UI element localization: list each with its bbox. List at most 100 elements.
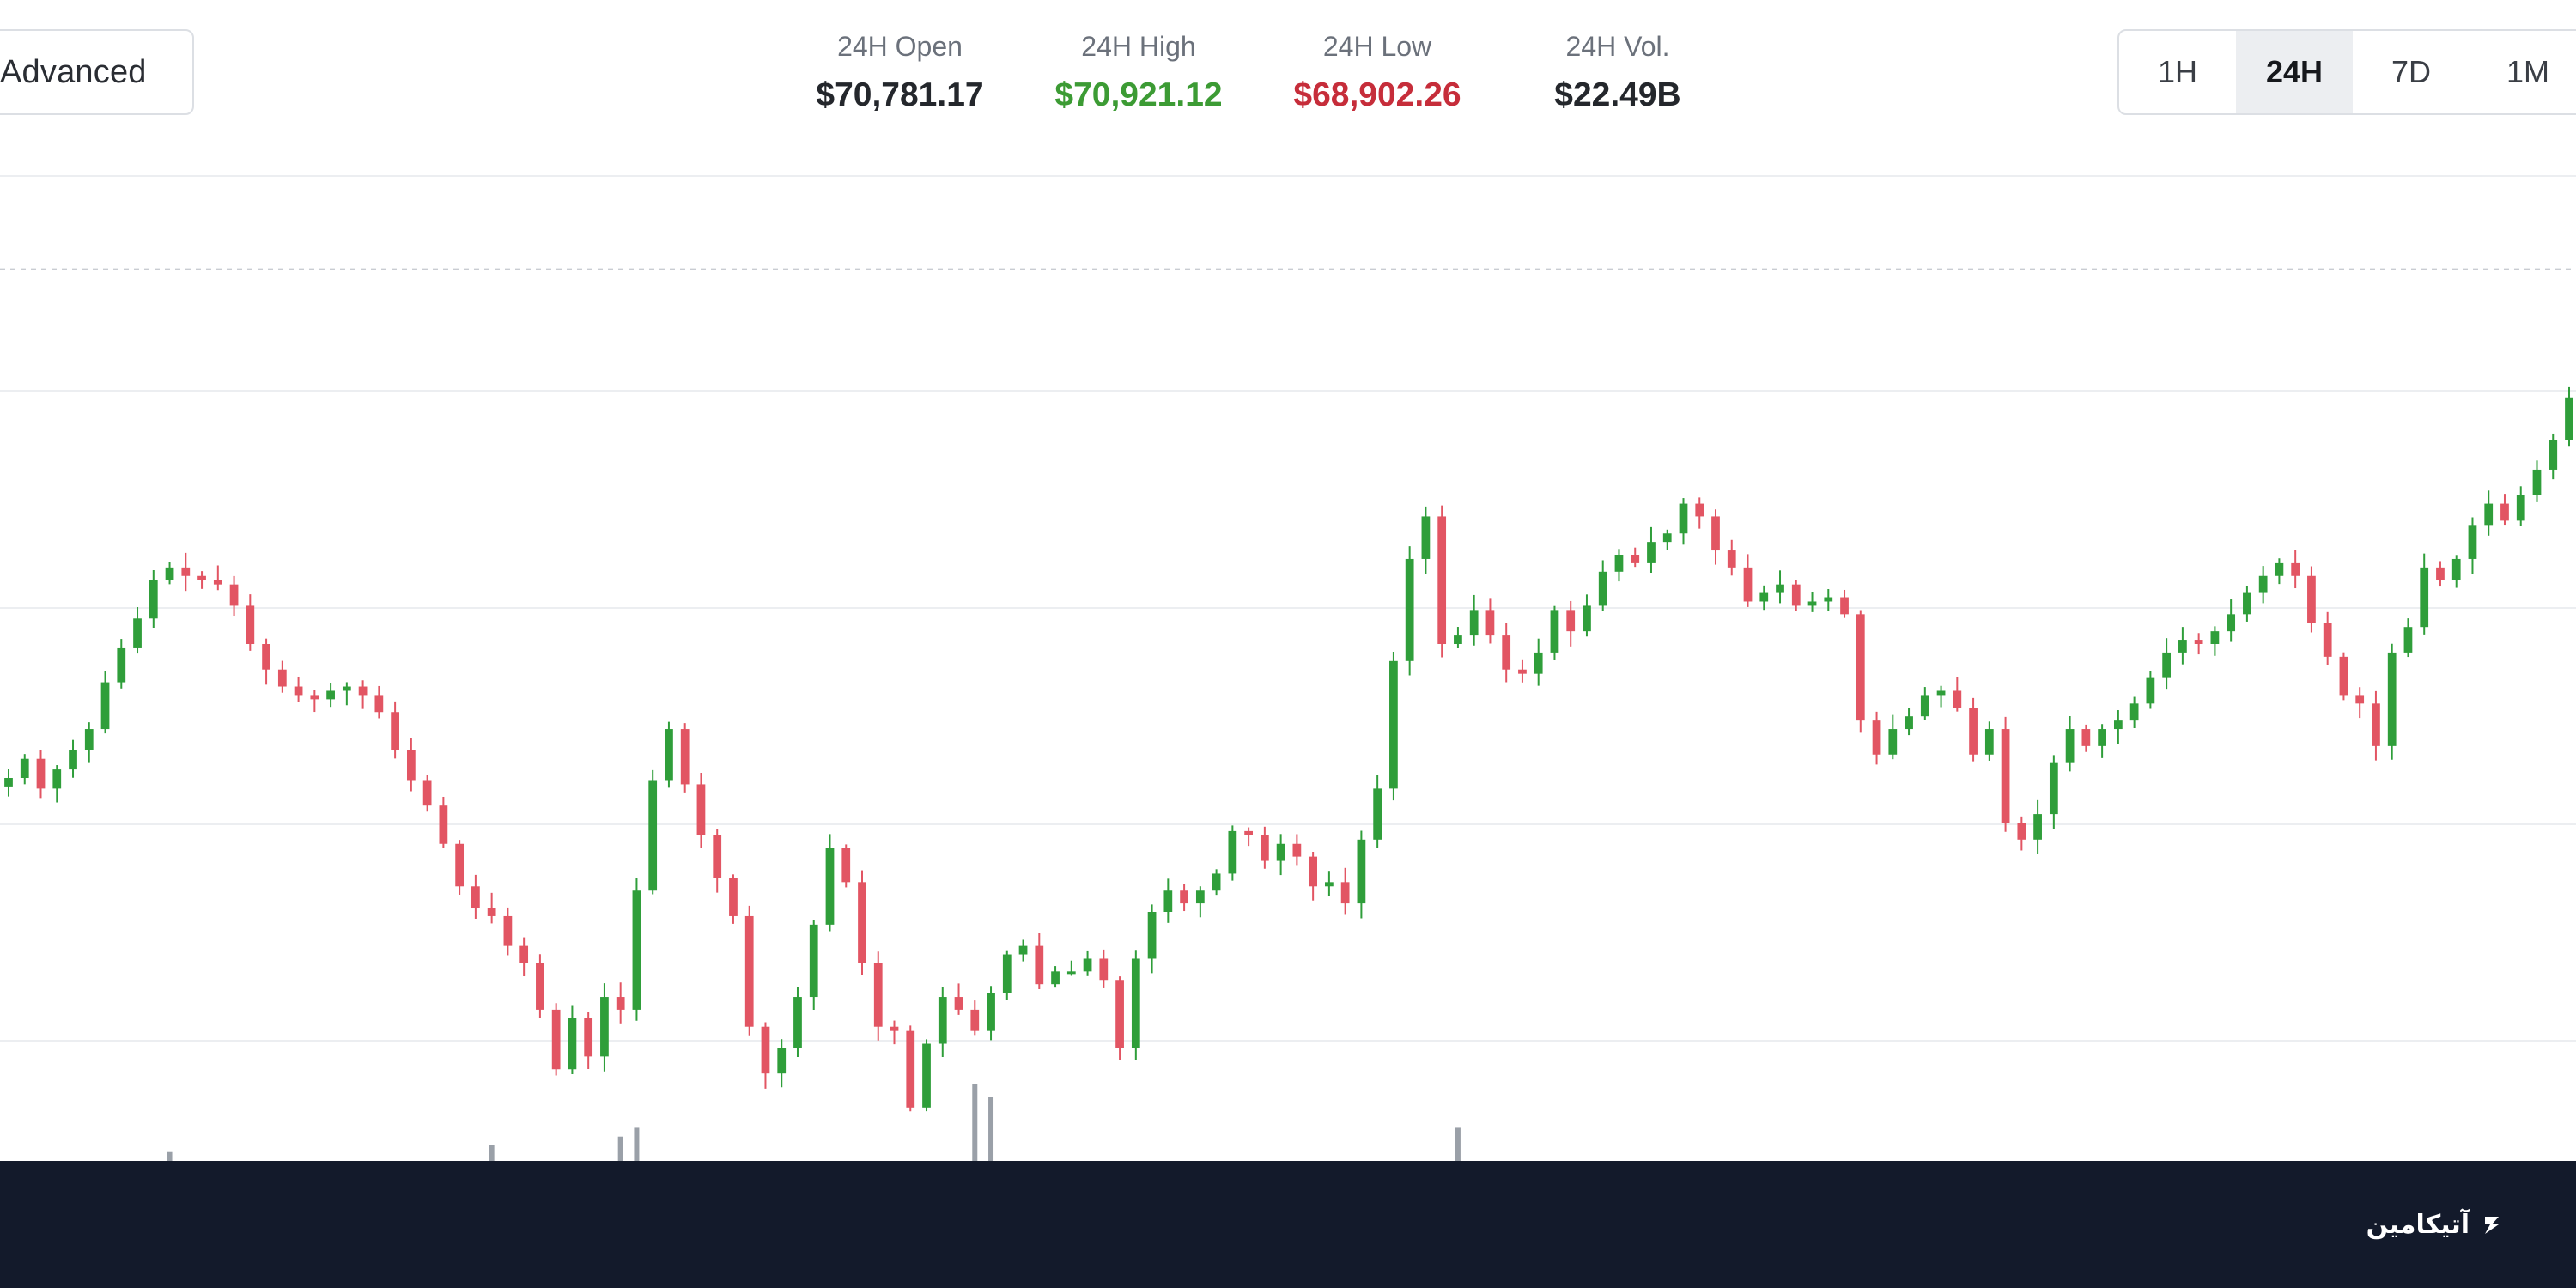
volume-bar bbox=[988, 1097, 994, 1161]
candle bbox=[600, 983, 609, 1072]
candle bbox=[165, 562, 174, 585]
candle bbox=[2451, 555, 2461, 588]
candle bbox=[1325, 871, 1334, 896]
volume-bar bbox=[617, 1136, 623, 1161]
candle-body bbox=[777, 1048, 787, 1074]
candle-body bbox=[906, 1030, 915, 1108]
candle-body bbox=[487, 908, 496, 916]
candle-body bbox=[2113, 720, 2123, 730]
candle-body bbox=[246, 605, 255, 644]
candle-body bbox=[2129, 703, 2139, 721]
candle bbox=[2210, 626, 2220, 656]
candle bbox=[1518, 659, 1527, 683]
candle-body bbox=[648, 780, 658, 891]
candle-body bbox=[2243, 592, 2251, 615]
candle-body bbox=[841, 848, 851, 883]
candle bbox=[2436, 561, 2445, 587]
candle-body bbox=[1953, 690, 1962, 708]
candle-body bbox=[358, 686, 368, 696]
candle-body bbox=[713, 835, 722, 878]
candle bbox=[2420, 553, 2429, 635]
candle-body bbox=[2500, 503, 2509, 521]
candle bbox=[1791, 580, 1801, 611]
candle-body bbox=[342, 686, 351, 691]
tab-1m[interactable]: 1M bbox=[2470, 31, 2576, 113]
tab-24h[interactable]: 24H bbox=[2236, 31, 2353, 113]
candle-body bbox=[1598, 571, 1607, 606]
candle-body bbox=[2468, 525, 2477, 559]
candle bbox=[2033, 799, 2042, 854]
candle bbox=[471, 874, 480, 919]
candle-body bbox=[503, 915, 513, 946]
candle-body bbox=[84, 729, 94, 750]
candle bbox=[2258, 566, 2268, 604]
candle bbox=[1212, 869, 1221, 896]
candle-body bbox=[2146, 677, 2155, 704]
candle-body bbox=[165, 567, 174, 580]
candle bbox=[1534, 638, 1543, 686]
candle bbox=[2081, 724, 2091, 752]
candle bbox=[439, 796, 448, 848]
tab-24h-label: 24H bbox=[2265, 54, 2324, 89]
candle-body bbox=[1454, 635, 1462, 644]
candle bbox=[744, 905, 754, 1036]
time-range-selector: 1H 24H 7D 1M bbox=[2117, 29, 2576, 115]
candle-body bbox=[2387, 652, 2397, 746]
candle bbox=[455, 840, 465, 895]
candle bbox=[568, 1005, 577, 1075]
candle bbox=[970, 1000, 980, 1036]
candle-body bbox=[2565, 397, 2573, 440]
candle-body bbox=[471, 886, 480, 908]
candle-body bbox=[391, 712, 399, 750]
candle-body bbox=[1711, 516, 1720, 551]
candle bbox=[1018, 939, 1028, 962]
candle-body bbox=[181, 567, 191, 576]
candle bbox=[551, 1003, 561, 1076]
candle-body bbox=[455, 843, 465, 887]
tab-7d[interactable]: 7D bbox=[2353, 31, 2470, 113]
candle-body bbox=[665, 729, 673, 781]
candle bbox=[858, 870, 866, 975]
candle-body bbox=[2033, 814, 2042, 840]
candle bbox=[2275, 558, 2284, 585]
candle-body bbox=[2227, 614, 2236, 632]
candle bbox=[1969, 697, 1978, 762]
candle bbox=[2017, 816, 2026, 851]
tab-1h[interactable]: 1H bbox=[2119, 31, 2236, 113]
candle-body bbox=[793, 997, 802, 1048]
candle-body bbox=[1340, 882, 1350, 904]
candle-body bbox=[1776, 584, 1784, 593]
candle bbox=[873, 951, 883, 1041]
price-chart[interactable] bbox=[0, 0, 2576, 1161]
candle bbox=[519, 937, 529, 977]
candle bbox=[777, 1039, 787, 1088]
candle bbox=[1807, 592, 1817, 612]
candle-body bbox=[1485, 610, 1495, 636]
candle-body bbox=[1147, 912, 1157, 959]
tab-1h-label: 1H bbox=[2157, 54, 2198, 89]
candle-body bbox=[326, 690, 335, 700]
candle bbox=[246, 594, 255, 651]
candle bbox=[1389, 651, 1398, 801]
candle bbox=[1856, 610, 1865, 733]
candle-body bbox=[761, 1026, 770, 1074]
candle-body bbox=[117, 647, 126, 683]
candle bbox=[648, 769, 658, 895]
candle bbox=[1953, 677, 1962, 712]
advanced-button[interactable]: Advanced bbox=[0, 29, 194, 115]
candle bbox=[1502, 623, 1511, 683]
candle-body bbox=[2355, 695, 2365, 704]
candle bbox=[2178, 627, 2187, 665]
candle-body bbox=[954, 997, 963, 1010]
candle bbox=[1309, 851, 1318, 901]
candle bbox=[1405, 546, 1414, 676]
candle-body bbox=[1195, 890, 1205, 904]
candle-body bbox=[197, 575, 206, 580]
stats-bar: 24H Open $70,781.17 24H High $70,921.12 … bbox=[0, 26, 2576, 129]
stat-volume-value: $22.49B bbox=[1554, 76, 1681, 113]
candle bbox=[406, 738, 416, 792]
grid-lines bbox=[0, 175, 2576, 1042]
candle bbox=[2194, 633, 2203, 655]
candle-body bbox=[1180, 890, 1188, 904]
advanced-button-label: Advanced bbox=[0, 53, 147, 90]
